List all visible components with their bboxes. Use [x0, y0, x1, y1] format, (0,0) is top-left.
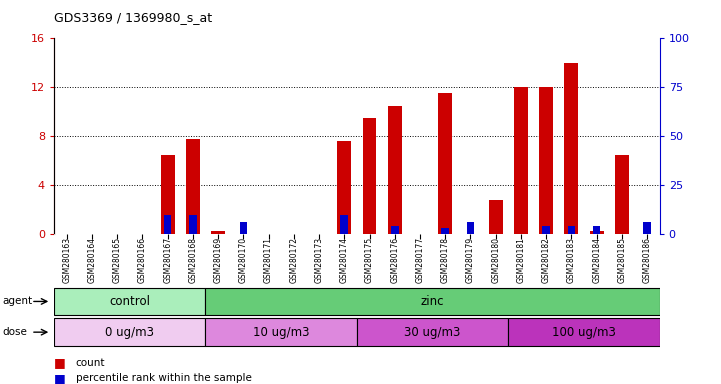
Text: GSM280180: GSM280180	[491, 237, 500, 283]
Bar	[438, 93, 452, 234]
Text: GSM280166: GSM280166	[138, 237, 147, 283]
Bar	[388, 106, 402, 234]
Bar	[164, 215, 172, 234]
Text: percentile rank within the sample: percentile rank within the sample	[76, 373, 252, 383]
Bar	[337, 141, 351, 234]
Bar	[186, 139, 200, 234]
Text: ■: ■	[54, 372, 66, 384]
Bar	[593, 227, 601, 234]
Text: GSM280185: GSM280185	[617, 237, 627, 283]
Text: GSM280168: GSM280168	[188, 237, 198, 283]
Bar	[54, 318, 205, 346]
Text: count: count	[76, 358, 105, 368]
Text: GSM280182: GSM280182	[541, 237, 551, 283]
Text: GSM280171: GSM280171	[264, 237, 273, 283]
Bar	[643, 222, 651, 234]
Text: 100 ug/m3: 100 ug/m3	[552, 326, 616, 339]
Text: GDS3369 / 1369980_s_at: GDS3369 / 1369980_s_at	[54, 12, 212, 25]
Text: 0 ug/m3: 0 ug/m3	[105, 326, 154, 339]
Bar	[514, 88, 528, 234]
Bar	[489, 200, 503, 234]
Text: GSM280164: GSM280164	[87, 237, 97, 283]
Bar	[391, 227, 399, 234]
Text: GSM280167: GSM280167	[163, 237, 172, 283]
Text: GSM280163: GSM280163	[62, 237, 71, 283]
Bar	[211, 230, 225, 234]
Text: control: control	[110, 295, 150, 308]
Bar	[508, 318, 660, 346]
Text: GSM280177: GSM280177	[415, 237, 425, 283]
Bar	[567, 227, 575, 234]
Bar	[441, 228, 449, 234]
Bar	[590, 230, 603, 234]
Text: GSM280179: GSM280179	[466, 237, 475, 283]
Text: dose: dose	[2, 327, 27, 337]
Text: GSM280186: GSM280186	[642, 237, 652, 283]
Text: ■: ■	[54, 356, 66, 369]
Bar	[466, 222, 474, 234]
Text: GSM280173: GSM280173	[314, 237, 324, 283]
Text: 10 ug/m3: 10 ug/m3	[253, 326, 309, 339]
Bar	[357, 318, 508, 346]
Bar	[542, 227, 550, 234]
Text: GSM280175: GSM280175	[365, 237, 374, 283]
Bar	[161, 155, 174, 234]
Text: GSM280174: GSM280174	[340, 237, 349, 283]
Bar	[615, 155, 629, 234]
Text: GSM280183: GSM280183	[567, 237, 576, 283]
Bar	[205, 318, 357, 346]
Bar	[189, 215, 197, 234]
Text: zinc: zinc	[421, 295, 444, 308]
Text: GSM280169: GSM280169	[213, 237, 223, 283]
Text: GSM280184: GSM280184	[592, 237, 601, 283]
Text: agent: agent	[2, 296, 32, 306]
Text: GSM280181: GSM280181	[516, 237, 526, 283]
Text: GSM280170: GSM280170	[239, 237, 248, 283]
Text: GSM280172: GSM280172	[289, 237, 298, 283]
Bar	[539, 88, 553, 234]
Text: 30 ug/m3: 30 ug/m3	[404, 326, 461, 339]
Bar	[205, 288, 660, 315]
Text: GSM280176: GSM280176	[390, 237, 399, 283]
Text: GSM280165: GSM280165	[112, 237, 122, 283]
Text: GSM280178: GSM280178	[441, 237, 450, 283]
Bar	[340, 215, 348, 234]
Bar	[239, 222, 247, 234]
Bar	[363, 118, 376, 234]
Bar	[54, 288, 205, 315]
Bar	[565, 63, 578, 234]
